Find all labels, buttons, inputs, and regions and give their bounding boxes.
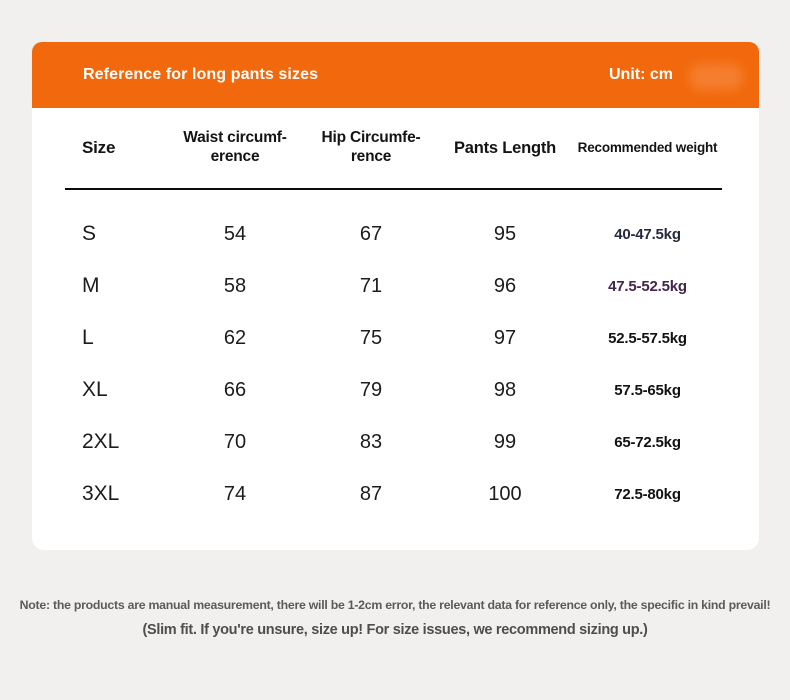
cell-waist: 62: [223, 326, 247, 349]
table-header-row: Size Waist circumf- erence Hip Circumfe-…: [65, 108, 722, 188]
cell-size: 3XL: [82, 482, 120, 505]
cell-size: M: [82, 274, 100, 297]
cell-length: 96: [493, 274, 517, 297]
table-row-m: M 58 71 96 47.5-52.5kg: [65, 260, 722, 312]
note-measurement: Note: the products are manual measuremen…: [19, 598, 771, 612]
cell-length: 97: [493, 326, 517, 349]
cell-weight: 52.5-57.5kg: [608, 329, 687, 347]
cell-length: 98: [493, 378, 517, 401]
header-highlight-decoration: [689, 64, 743, 90]
table-row-2xl: 2XL 70 83 99 65-72.5kg: [65, 416, 722, 468]
cell-hip: 83: [359, 430, 383, 453]
note-sizing-advice: (Slim fit. If you're unsure, size up! Fo…: [142, 622, 648, 638]
cell-weight: 40-47.5kg: [614, 225, 681, 243]
cell-length: 95: [493, 222, 517, 245]
cell-size: 2XL: [82, 430, 120, 453]
unit-label: Unit: cm: [609, 66, 673, 83]
cell-waist: 74: [223, 482, 247, 505]
table-row-xl: XL 66 79 98 57.5-65kg: [65, 364, 722, 416]
footer-notes: Note: the products are manual measuremen…: [0, 598, 790, 638]
table-row-s: S 54 67 95 40-47.5kg: [65, 208, 722, 260]
size-table-panel: Size Waist circumf- erence Hip Circumfe-…: [32, 108, 759, 550]
cell-weight: 72.5-80kg: [614, 485, 681, 503]
size-table: Size Waist circumf- erence Hip Circumfe-…: [65, 108, 722, 520]
cell-hip: 71: [359, 274, 383, 297]
card-header: Reference for long pants sizes Unit: cm: [32, 42, 759, 108]
cell-weight: 57.5-65kg: [614, 381, 681, 399]
cell-hip: 79: [359, 378, 383, 401]
cell-hip: 75: [359, 326, 383, 349]
column-header-size: Size: [82, 137, 116, 157]
table-row-l: L 62 75 97 52.5-57.5kg: [65, 312, 722, 364]
cell-length: 100: [488, 482, 522, 505]
cell-waist: 54: [223, 222, 247, 245]
cell-hip: 67: [359, 222, 383, 245]
header-divider: [65, 188, 722, 190]
cell-hip: 87: [359, 482, 383, 505]
column-header-length: Pants Length: [453, 138, 557, 157]
cell-size: L: [82, 326, 94, 349]
size-chart-card: Reference for long pants sizes Unit: cm …: [32, 42, 759, 550]
cell-waist: 66: [223, 378, 247, 401]
cell-size: XL: [82, 378, 108, 401]
column-header-waist: Waist circumf- erence: [183, 129, 287, 165]
column-header-hip: Hip Circumfe- rence: [321, 129, 421, 165]
table-row-3xl: 3XL 74 87 100 72.5-80kg: [65, 468, 722, 520]
cell-size: S: [82, 222, 97, 245]
cell-weight: 47.5-52.5kg: [608, 277, 687, 295]
card-title: Reference for long pants sizes: [83, 66, 319, 83]
cell-waist: 58: [223, 274, 247, 297]
cell-waist: 70: [223, 430, 247, 453]
cell-length: 99: [493, 430, 517, 453]
cell-weight: 65-72.5kg: [614, 433, 681, 451]
column-header-weight: Recommended weight: [577, 139, 718, 155]
table-body: S 54 67 95 40-47.5kg M 58 71 96 47.5-52.…: [65, 190, 722, 520]
